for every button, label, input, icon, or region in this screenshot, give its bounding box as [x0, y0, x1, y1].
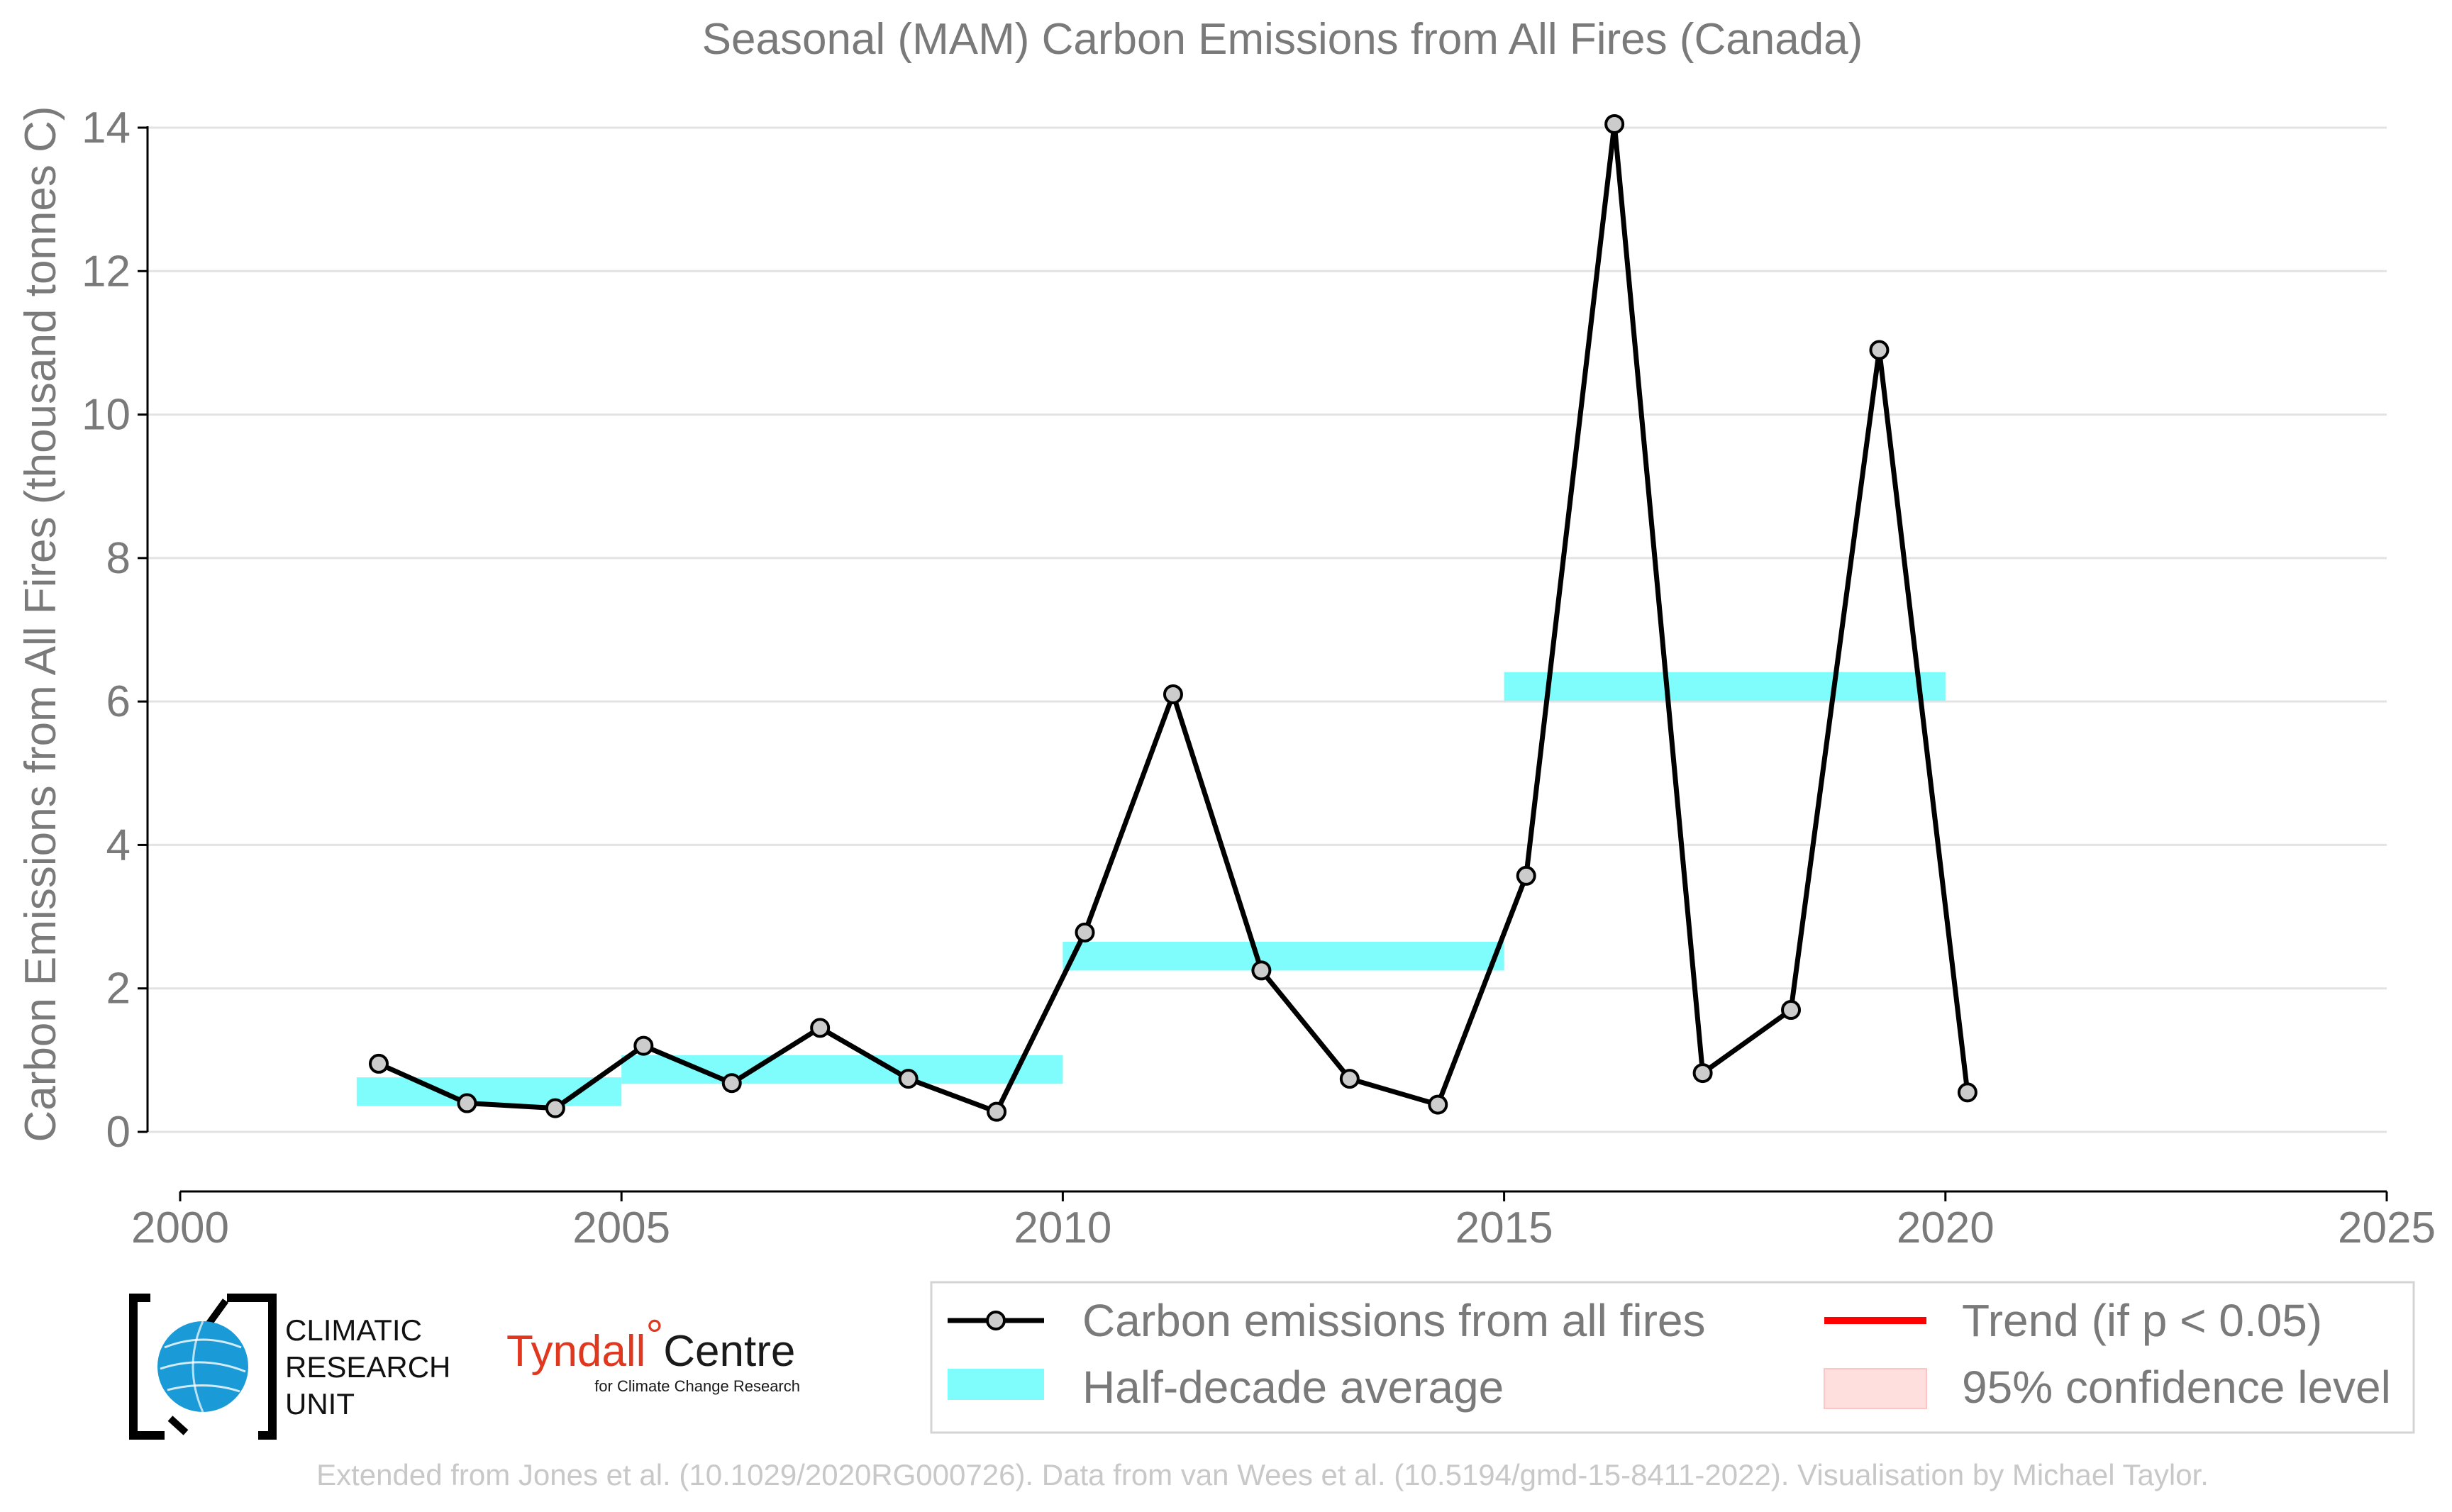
data-point-2007 — [810, 1018, 831, 1038]
y-tick-label-0: 0 — [106, 1108, 131, 1157]
data-point-2008 — [898, 1069, 919, 1089]
globe-icon-line-3 — [167, 1384, 240, 1393]
half-decade-bands — [356, 672, 1946, 1106]
x-tick-label-2020: 2020 — [1897, 1204, 1995, 1252]
gridlines — [148, 126, 2387, 1133]
half-decade-band-1 — [621, 1055, 1063, 1084]
tyndall-logo-centre: Centre — [663, 1327, 795, 1376]
data-point-2002 — [368, 1053, 389, 1074]
y-tick-label-14: 14 — [82, 104, 131, 152]
data-point-2012 — [1251, 960, 1272, 981]
x-tick-label-2025: 2025 — [2338, 1204, 2436, 1252]
cru-logo-slash-bottom — [167, 1416, 189, 1435]
legend-half-decade-swatch — [948, 1369, 1044, 1400]
series-carbon-emissions — [368, 113, 1977, 1122]
data-point-2009 — [987, 1101, 1007, 1122]
y-tick-labels: 0 2 4 6 8 10 12 14 — [82, 104, 148, 1157]
axes — [146, 126, 2387, 1193]
data-point-2013 — [1339, 1069, 1360, 1089]
data-point-2003 — [457, 1093, 477, 1113]
legend: Carbon emissions from all fires Trend (i… — [930, 1281, 2415, 1434]
globe-icon-meridian — [192, 1321, 204, 1413]
data-point-2019 — [1869, 340, 1890, 360]
cru-logo-line-2: RESEARCH — [285, 1350, 450, 1384]
cru-logo: CLIMATIC RESEARCH UNIT — [129, 1294, 450, 1440]
cru-logo-line-1: CLIMATIC — [285, 1313, 422, 1347]
y-tick-label-4: 4 — [106, 821, 131, 869]
svg-text:Tyndall°Centre: Tyndall°Centre — [506, 1311, 795, 1376]
globe-icon — [157, 1321, 248, 1412]
legend-label-trend: Trend (if p < 0.05) — [1962, 1295, 2322, 1346]
data-point-2016 — [1604, 113, 1625, 134]
tyndall-logo-subtitle: for Climate Change Research — [594, 1377, 800, 1395]
x-tick-label-2005: 2005 — [572, 1204, 670, 1252]
y-tick-label-6: 6 — [106, 677, 131, 726]
data-point-2006 — [721, 1073, 742, 1094]
cru-logo-line-3: UNIT — [285, 1387, 355, 1421]
legend-label-emissions: Carbon emissions from all fires — [1082, 1295, 1706, 1346]
legend-confidence-swatch — [1824, 1368, 1927, 1409]
data-point-2017 — [1692, 1063, 1713, 1084]
chart-title: Seasonal (MAM) Carbon Emissions from All… — [702, 15, 1863, 64]
x-tick-label-2015: 2015 — [1455, 1204, 1553, 1252]
credits-text: Extended from Jones et al. (10.1029/2020… — [316, 1458, 2209, 1491]
x-tick-label-2010: 2010 — [1014, 1204, 1111, 1252]
y-tick-label-10: 10 — [82, 391, 131, 440]
data-point-2011 — [1163, 684, 1183, 705]
data-point-2010 — [1075, 922, 1095, 943]
data-point-2015 — [1516, 865, 1536, 886]
data-point-2020 — [1957, 1082, 1977, 1103]
tyndall-logo-degree: ° — [645, 1311, 663, 1360]
legend-box — [930, 1281, 2415, 1434]
data-point-2018 — [1781, 1000, 1802, 1021]
data-point-2014 — [1428, 1094, 1448, 1115]
half-decade-band-2 — [1063, 941, 1504, 971]
legend-label-half-decade: Half-decade average — [1082, 1362, 1504, 1413]
cru-logo-bracket-right — [227, 1294, 277, 1440]
data-point-2004 — [545, 1098, 565, 1118]
tyndall-logo: Tyndall°Centre for Climate Change Resear… — [506, 1311, 800, 1395]
globe-icon-line-1 — [164, 1338, 242, 1349]
legend-label-confidence: 95% confidence level — [1962, 1362, 2391, 1413]
x-tick-labels: 2000 2005 2010 2015 2020 2025 — [131, 1191, 2436, 1252]
legend-marker-swatch — [986, 1311, 1006, 1330]
half-decade-band-3 — [1504, 672, 1946, 701]
y-tick-label-12: 12 — [82, 247, 131, 296]
y-tick-label-8: 8 — [106, 534, 131, 583]
tyndall-logo-name: Tyndall — [506, 1327, 645, 1376]
cru-logo-bracket-left — [129, 1294, 165, 1440]
data-point-2005 — [633, 1035, 654, 1056]
x-tick-label-2000: 2000 — [131, 1204, 229, 1252]
y-axis-label: Carbon Emissions from All Fires (thousan… — [16, 106, 65, 1142]
y-tick-label-2: 2 — [106, 965, 131, 1013]
globe-icon-line-2 — [160, 1361, 246, 1373]
